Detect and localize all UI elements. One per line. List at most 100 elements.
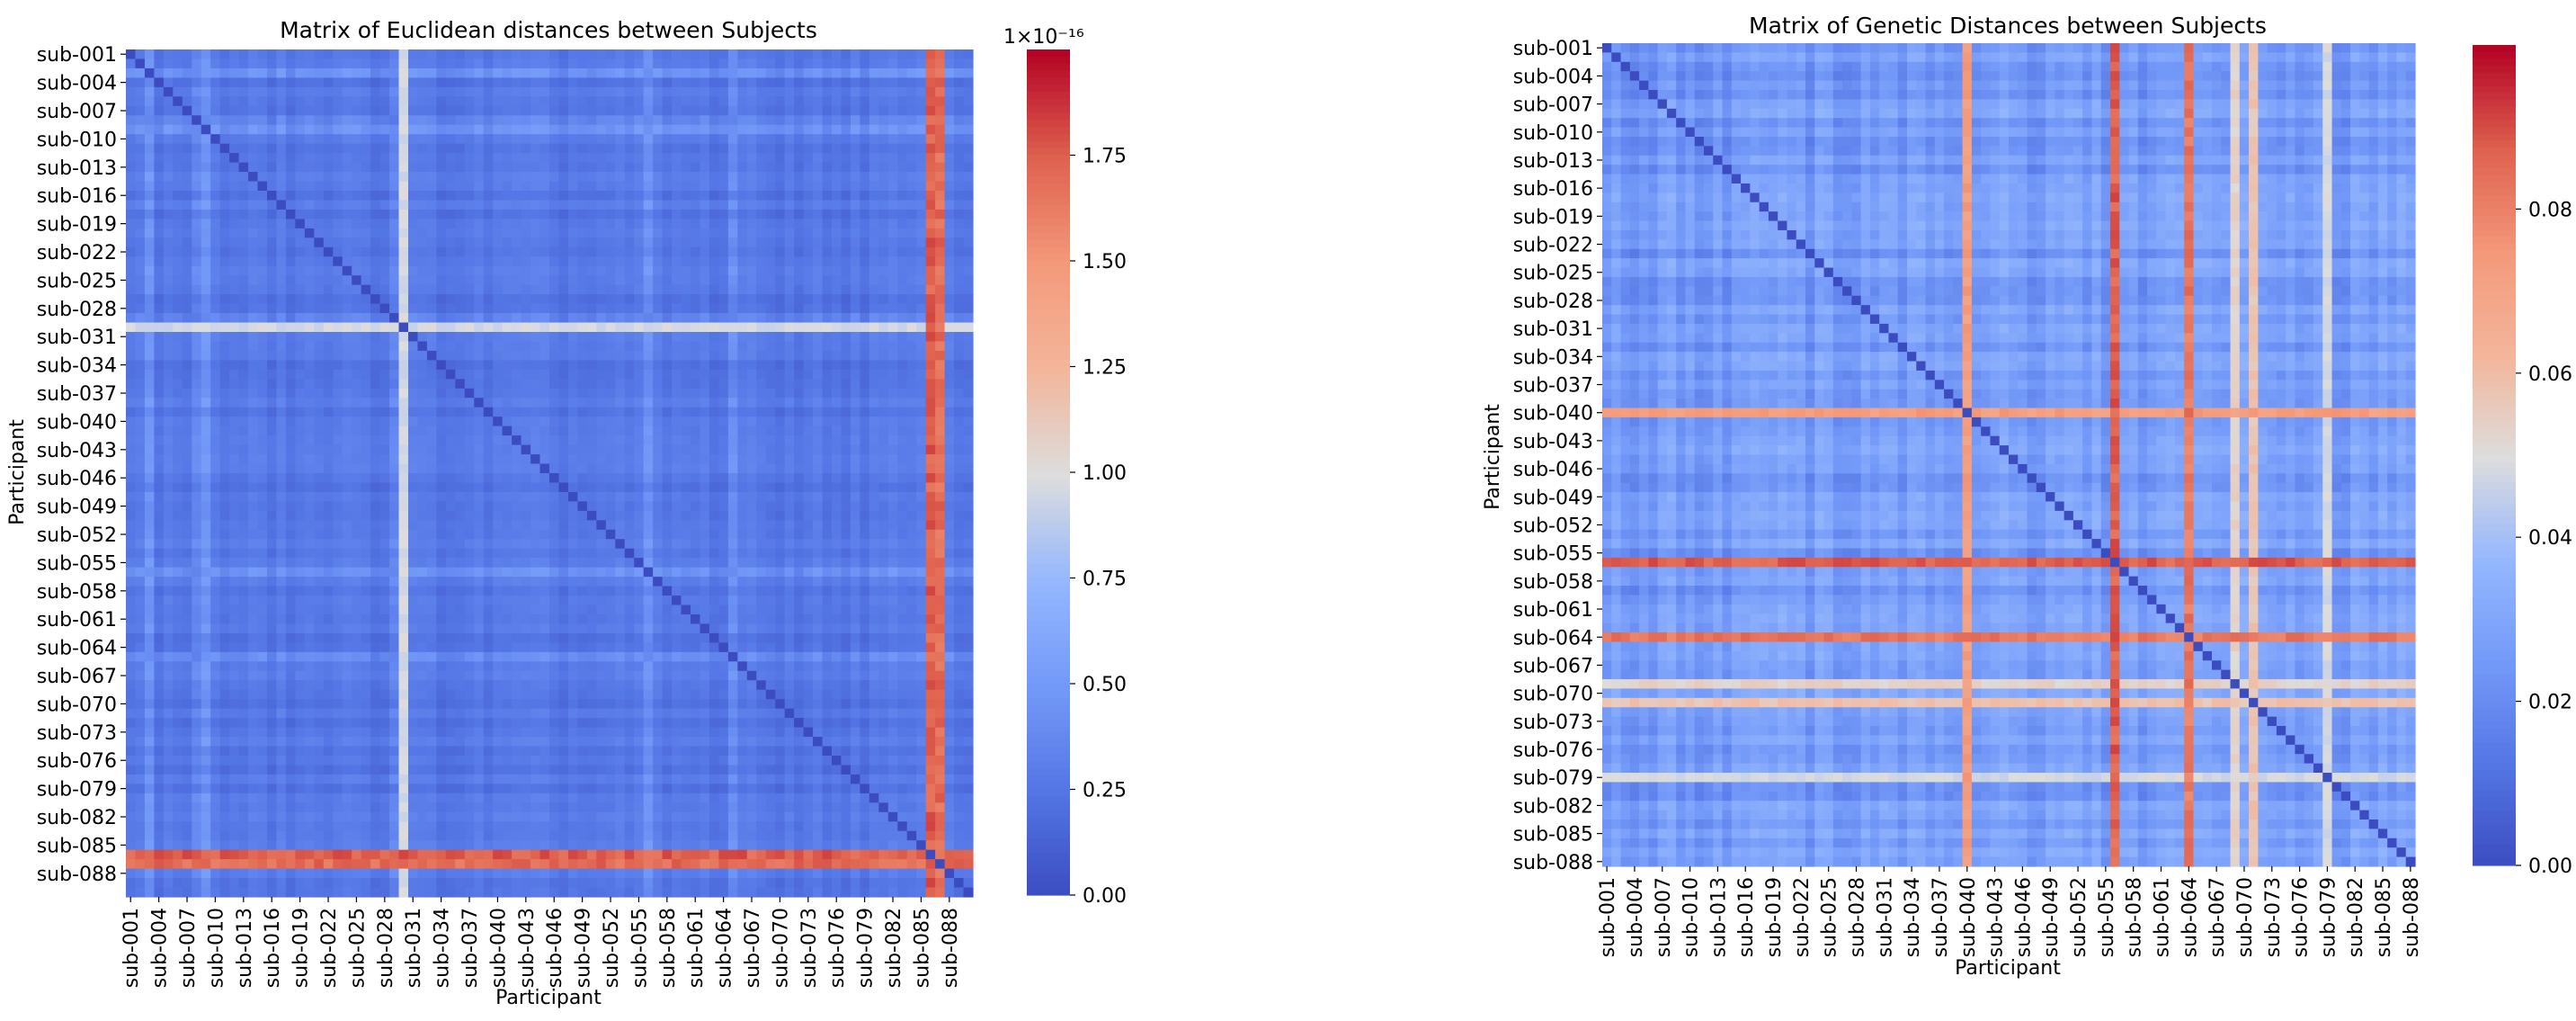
heatmap-cell (389, 379, 400, 390)
heatmap-cell (379, 510, 390, 521)
heatmap-cell (219, 209, 230, 219)
heatmap-cell (765, 454, 776, 465)
heatmap-cell (850, 284, 860, 295)
heatmap-cell (464, 181, 475, 192)
heatmap-cell (502, 49, 513, 60)
heatmap-cell (464, 86, 475, 97)
heatmap-cell (897, 86, 908, 97)
heatmap-cell (925, 115, 936, 126)
heatmap-cell (474, 115, 485, 126)
heatmap-cell (850, 77, 860, 88)
heatmap-cell (653, 332, 664, 343)
heatmap-cell (878, 407, 889, 417)
heatmap-cell (850, 388, 860, 399)
heatmap-cell (361, 379, 371, 390)
heatmap-cell (229, 191, 240, 202)
heatmap-cell (276, 379, 287, 390)
heatmap-cell (144, 379, 155, 390)
heatmap-cell (567, 416, 578, 427)
heatmap-cell (417, 172, 428, 183)
heatmap-cell (210, 265, 221, 276)
heatmap-cell (445, 558, 456, 569)
heatmap-cell (267, 153, 278, 164)
heatmap-cell (323, 398, 334, 408)
heatmap-cell (126, 520, 137, 531)
heatmap-cell (624, 153, 635, 164)
heatmap-cell (192, 134, 202, 145)
heatmap-cell (681, 228, 691, 238)
heatmap-cell (379, 435, 390, 446)
heatmap-cell (596, 463, 607, 474)
heatmap-cell (765, 416, 776, 427)
heatmap-cell (201, 86, 211, 97)
heatmap-cell (822, 398, 833, 408)
heatmap-cell (672, 96, 682, 107)
heatmap-cell (512, 341, 522, 352)
heatmap-cell (558, 313, 569, 324)
heatmap-cell (530, 322, 541, 333)
heatmap-cell (455, 416, 466, 427)
heatmap-cell (935, 444, 946, 455)
heatmap-cell (681, 162, 691, 173)
heatmap-cell (794, 134, 805, 145)
heatmap-cell (436, 228, 447, 238)
heatmap-cell (860, 228, 870, 238)
heatmap-cell (691, 256, 701, 267)
heatmap-cell (408, 294, 419, 305)
heatmap-cell (897, 143, 908, 154)
heatmap-cell (238, 134, 249, 145)
heatmap-cell (361, 332, 371, 343)
heatmap-cell (135, 134, 146, 145)
heatmap-cell (417, 501, 428, 512)
heatmap-cell (192, 491, 202, 502)
heatmap-cell (521, 341, 531, 352)
heatmap-cell (163, 463, 174, 474)
heatmap-cell (737, 435, 748, 446)
heatmap-cell (803, 265, 814, 276)
heatmap-cell (455, 105, 466, 116)
heatmap-cell (841, 463, 851, 474)
heatmap-cell (304, 246, 315, 257)
heatmap-cell (333, 105, 343, 116)
heatmap-cell (596, 294, 607, 305)
heatmap-cell (464, 191, 475, 202)
heatmap-cell (474, 162, 485, 173)
heatmap-cell (126, 228, 137, 238)
heatmap-cell (135, 256, 146, 267)
heatmap-cell (567, 332, 578, 343)
heatmap-cell (210, 191, 221, 202)
heatmap-cell (295, 539, 306, 550)
heatmap-cell (963, 153, 974, 164)
heatmap-cell (841, 416, 851, 427)
heatmap-cell (521, 529, 531, 540)
heatmap-cell (229, 379, 240, 390)
heatmap-cell (605, 294, 616, 305)
heatmap-cell (925, 444, 936, 455)
heatmap-cell (417, 548, 428, 559)
heatmap-cell (210, 237, 221, 248)
heatmap-cell (389, 134, 400, 145)
heatmap-cell (512, 360, 522, 371)
heatmap-cell (954, 284, 965, 295)
heatmap-cell (248, 181, 259, 192)
heatmap-cell (662, 444, 673, 455)
heatmap-cell (794, 265, 805, 276)
heatmap-cell (512, 369, 522, 380)
heatmap-cell (624, 86, 635, 97)
heatmap-cell (426, 67, 437, 78)
heatmap-cell (323, 256, 334, 267)
heatmap-cell (210, 313, 221, 324)
heatmap-cell (417, 350, 428, 361)
heatmap-cell (361, 548, 371, 559)
heatmap-cell (342, 181, 352, 192)
heatmap-cell (229, 313, 240, 324)
heatmap-cell (126, 172, 137, 183)
heatmap-cell (624, 435, 635, 446)
heatmap-cell (370, 341, 381, 352)
heatmap-cell (192, 105, 202, 116)
heatmap-cell (163, 134, 174, 145)
heatmap-cell (201, 407, 211, 417)
heatmap-cell (605, 219, 616, 229)
heatmap-cell (832, 425, 842, 436)
heatmap-cell (248, 444, 259, 455)
